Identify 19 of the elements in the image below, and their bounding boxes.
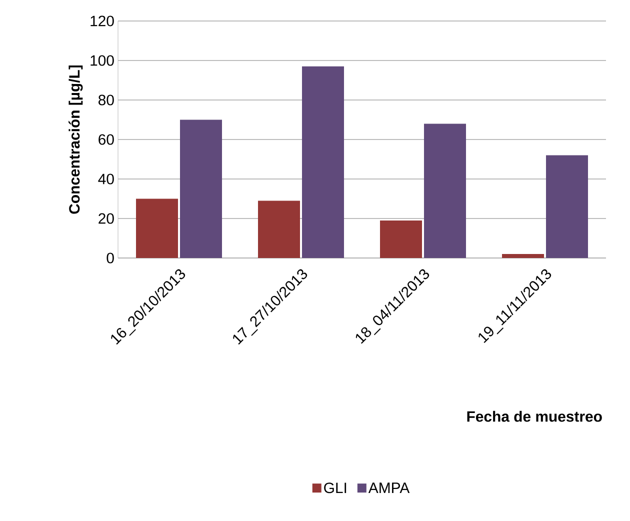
bar bbox=[302, 66, 344, 258]
bar bbox=[424, 124, 466, 258]
bar bbox=[258, 200, 300, 258]
bar bbox=[380, 220, 422, 258]
bar bbox=[502, 254, 544, 258]
bar bbox=[136, 198, 178, 258]
legend-label: AMPA bbox=[368, 482, 410, 493]
y-tick-label: 40 bbox=[98, 174, 114, 184]
legend-label: GLI bbox=[324, 482, 346, 494]
y-axis-title: Concentración [µg/L] bbox=[68, 65, 83, 214]
y-tick-label: 0 bbox=[106, 252, 114, 264]
y-tick-label: 100 bbox=[90, 55, 114, 66]
y-tick-label: 20 bbox=[98, 213, 114, 224]
bar bbox=[180, 120, 222, 258]
x-axis-title: Fecha de muestreo bbox=[467, 410, 602, 422]
y-tick-label: 120 bbox=[90, 16, 114, 26]
bar bbox=[546, 155, 588, 258]
y-tick-label: 80 bbox=[98, 94, 114, 106]
y-tick-label: 60 bbox=[98, 134, 114, 145]
